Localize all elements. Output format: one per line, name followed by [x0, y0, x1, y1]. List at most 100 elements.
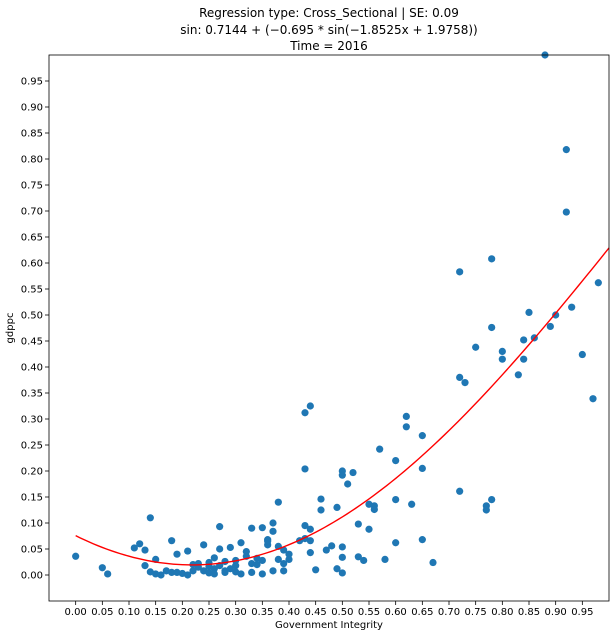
y-tick-label: 0.85	[21, 129, 43, 140]
data-point	[381, 555, 389, 564]
x-tick-label: 0.50	[331, 607, 353, 618]
data-point	[258, 570, 266, 578]
regression-curve	[75, 247, 610, 566]
y-tick-label: 0.50	[21, 311, 43, 322]
data-point	[269, 519, 277, 527]
y-tick-label: 0.65	[21, 233, 43, 244]
data-point	[216, 545, 224, 553]
data-point	[349, 468, 357, 477]
x-tick-label: 0.90	[545, 607, 567, 618]
y-tick-label: 0.60	[21, 259, 43, 270]
data-point	[210, 554, 218, 562]
data-point	[152, 570, 160, 578]
data-point	[482, 506, 490, 514]
x-tick-label: 0.35	[251, 607, 273, 618]
x-tick-label: 0.70	[438, 607, 460, 618]
data-point	[354, 553, 362, 561]
data-point	[248, 559, 256, 568]
data-point	[130, 544, 138, 552]
data-point	[216, 523, 224, 531]
data-point	[317, 506, 325, 514]
data-point	[317, 495, 325, 503]
data-point	[328, 542, 336, 550]
y-tick-label: 0.40	[21, 363, 43, 374]
y-tick-label: 0.20	[21, 467, 43, 478]
data-point	[461, 379, 469, 387]
data-point	[98, 564, 106, 572]
chart-title-line-2: sin: 0.7144 + (−0.695 * sin(−1.8525x + 1…	[180, 23, 478, 37]
y-tick-label: 0.70	[21, 207, 43, 218]
data-point	[280, 559, 288, 568]
data-point	[333, 503, 341, 511]
y-tick-label: 0.35	[21, 389, 43, 400]
data-point	[269, 527, 277, 535]
data-point	[226, 565, 234, 573]
data-point	[280, 567, 288, 575]
y-tick-label: 0.05	[21, 545, 43, 556]
data-point	[146, 514, 154, 522]
data-point	[322, 546, 330, 554]
data-point	[104, 570, 112, 578]
data-point	[333, 565, 341, 573]
data-point	[301, 409, 309, 417]
data-point	[488, 255, 496, 263]
x-tick-label: 0.20	[171, 607, 193, 618]
data-point	[248, 568, 256, 577]
data-point	[338, 553, 346, 561]
data-point	[301, 465, 309, 473]
data-point	[520, 336, 528, 344]
data-point	[168, 568, 176, 577]
data-point	[141, 562, 149, 570]
data-point	[354, 520, 362, 528]
data-point	[370, 505, 378, 514]
x-tick-label: 0.85	[518, 607, 540, 618]
data-point	[562, 146, 570, 154]
data-point	[525, 308, 533, 316]
data-point	[306, 549, 314, 557]
data-point	[274, 498, 282, 506]
data-point	[594, 279, 602, 287]
data-point	[269, 567, 277, 575]
chart-title-line-1: Regression type: Cross_Sectional | SE: 0…	[199, 6, 459, 20]
data-point	[306, 525, 314, 533]
data-point	[285, 550, 293, 558]
x-tick-label: 0.30	[225, 607, 247, 618]
x-tick-label: 0.40	[278, 607, 300, 618]
data-point	[285, 555, 293, 564]
data-point	[258, 556, 266, 565]
x-tick-label: 0.45	[305, 607, 327, 618]
data-point	[253, 561, 261, 569]
data-point	[456, 268, 464, 276]
y-axis: 0.00 0.05 0.10 0.15 0.20 0.25 0.30 0.35 0.40 0.45…	[21, 77, 49, 582]
x-axis-label: Government Integrity	[275, 620, 383, 631]
data-point	[488, 496, 496, 504]
data-point	[210, 565, 218, 573]
y-tick-label: 0.30	[21, 415, 43, 426]
y-tick-label: 0.90	[21, 103, 43, 114]
data-point	[184, 547, 192, 555]
y-tick-label: 0.75	[21, 181, 43, 192]
y-tick-label: 0.45	[21, 337, 43, 348]
data-point	[589, 395, 597, 403]
y-axis-label: gdppc	[5, 313, 16, 344]
data-point	[418, 464, 426, 472]
data-point	[429, 558, 437, 567]
data-point	[344, 480, 352, 488]
data-point	[392, 539, 400, 547]
data-point	[264, 537, 272, 545]
y-tick-label: 0.15	[21, 493, 43, 504]
data-point	[402, 423, 410, 431]
y-tick-label: 0.25	[21, 441, 43, 452]
data-point	[498, 347, 506, 355]
data-point	[189, 567, 197, 575]
data-point	[365, 525, 373, 533]
data-point	[552, 311, 560, 319]
data-point	[173, 550, 181, 558]
data-point	[472, 343, 480, 351]
x-tick-label: 0.65	[411, 607, 433, 618]
data-point	[514, 371, 522, 379]
chart-title-line-3: Time = 2016	[290, 39, 368, 53]
x-tick-label: 0.95	[571, 607, 593, 618]
x-axis: 0.00 0.05 0.10 0.15 0.20 0.25 0.30 0.35 0.40 0.45…	[65, 601, 593, 618]
